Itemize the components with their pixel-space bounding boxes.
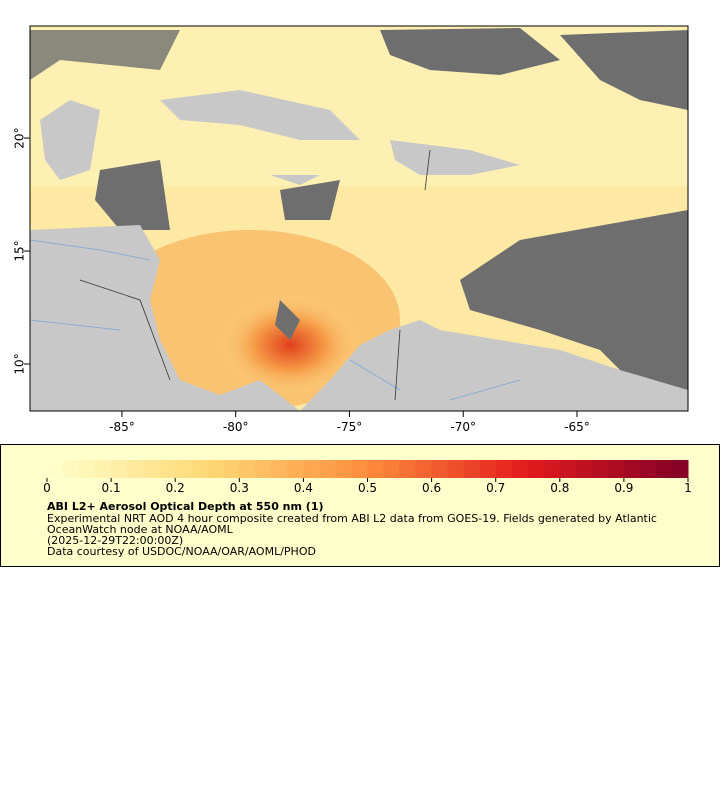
colorbar-tick-label: 0.7 [486,481,505,495]
colorbar-step [127,460,144,478]
legend-line: Data courtesy of USDOC/NOAA/OAR/AOML/PHO… [47,545,316,558]
colorbar-step [287,460,304,478]
colorbar-step [655,460,673,478]
colorbar-step [191,460,208,478]
map-frame [29,25,689,412]
colorbar-step [495,460,513,478]
colorbar-step [671,460,689,478]
colorbar-tick-label: 0.6 [422,481,441,495]
cloud-mask [95,160,170,230]
aod-hotspot [220,295,360,395]
colorbar-step [639,460,657,478]
colorbar-tick-label: 1 [684,481,692,495]
land [160,90,360,140]
colorbar-step [79,460,96,478]
colorbar-step [527,460,545,478]
colorbar-step [543,460,561,478]
cloud-mask [275,300,300,340]
colorbar-tick-label: 0.3 [230,481,249,495]
colorbar-step [351,460,368,478]
land [270,175,320,185]
colorbar-step [559,460,577,478]
colorbar-step [431,460,449,478]
colorbar-tick-label: 0.8 [550,481,569,495]
colorbar-tick-label: 0.4 [294,481,313,495]
colorbar-step [63,460,80,478]
colorbar-step [255,460,272,478]
colorbar-step [159,460,176,478]
cloud-mask [380,28,560,75]
colorbar-step [303,460,320,478]
colorbar-tick-label: 0.9 [614,481,633,495]
colorbar-step [367,460,385,478]
colorbar-step [143,460,160,478]
colorbar-step [623,460,641,478]
legend-line: (2025-12-29T22:00:00Z) [47,534,183,547]
colorbar-step [399,460,417,478]
colorbar-step [415,460,433,478]
colorbar-step [271,460,288,478]
legend-line: Experimental NRT AOD 4 hour composite cr… [47,512,657,525]
colorbar-step [591,460,609,478]
colorbar-tick-label: 0.1 [102,481,121,495]
land [390,140,520,175]
y-tick-label: 10° [13,353,27,374]
colorbar-step [447,460,465,478]
colorbar-step [175,460,192,478]
cloud-mask [460,210,688,400]
colorbar-step [335,460,352,478]
rivers [30,239,521,401]
borders [79,149,431,401]
colorbar-step [47,460,64,478]
land [30,225,300,411]
x-tick-label: -80° [223,420,249,434]
legend-line: OceanWatch node at NOAA/AOML [47,523,234,536]
x-tick-label: -65° [564,420,590,434]
cloud-mask [560,30,688,110]
colorbar-tick-label: 0.5 [358,481,377,495]
colorbar-step [607,460,625,478]
colorbar-step [383,460,401,478]
colorbar-step [511,460,529,478]
cloud-mask [30,30,180,80]
colorbar-tick-label: 0.2 [166,481,185,495]
colorbar-step [95,460,112,478]
colorbar-step [479,460,497,478]
map-image [30,26,688,411]
colorbar-step [239,460,256,478]
colorbar-step [319,460,336,478]
colorbar-step [223,460,240,478]
y-tick-label: 20° [13,127,27,148]
x-tick-label: -70° [450,420,476,434]
x-tick-label: -85° [109,420,135,434]
legend-title: ABI L2+ Aerosol Optical Depth at 550 nm … [47,500,324,513]
land [40,100,100,180]
colorbar-step [207,460,224,478]
colorbar-step [463,460,481,478]
colorbar-step [575,460,593,478]
cloud-mask [280,180,340,220]
colorbar-tick-label: 0 [43,481,51,495]
colorbar-step [111,460,128,478]
x-tick-label: -75° [337,420,363,434]
y-tick-label: 15° [13,240,27,261]
